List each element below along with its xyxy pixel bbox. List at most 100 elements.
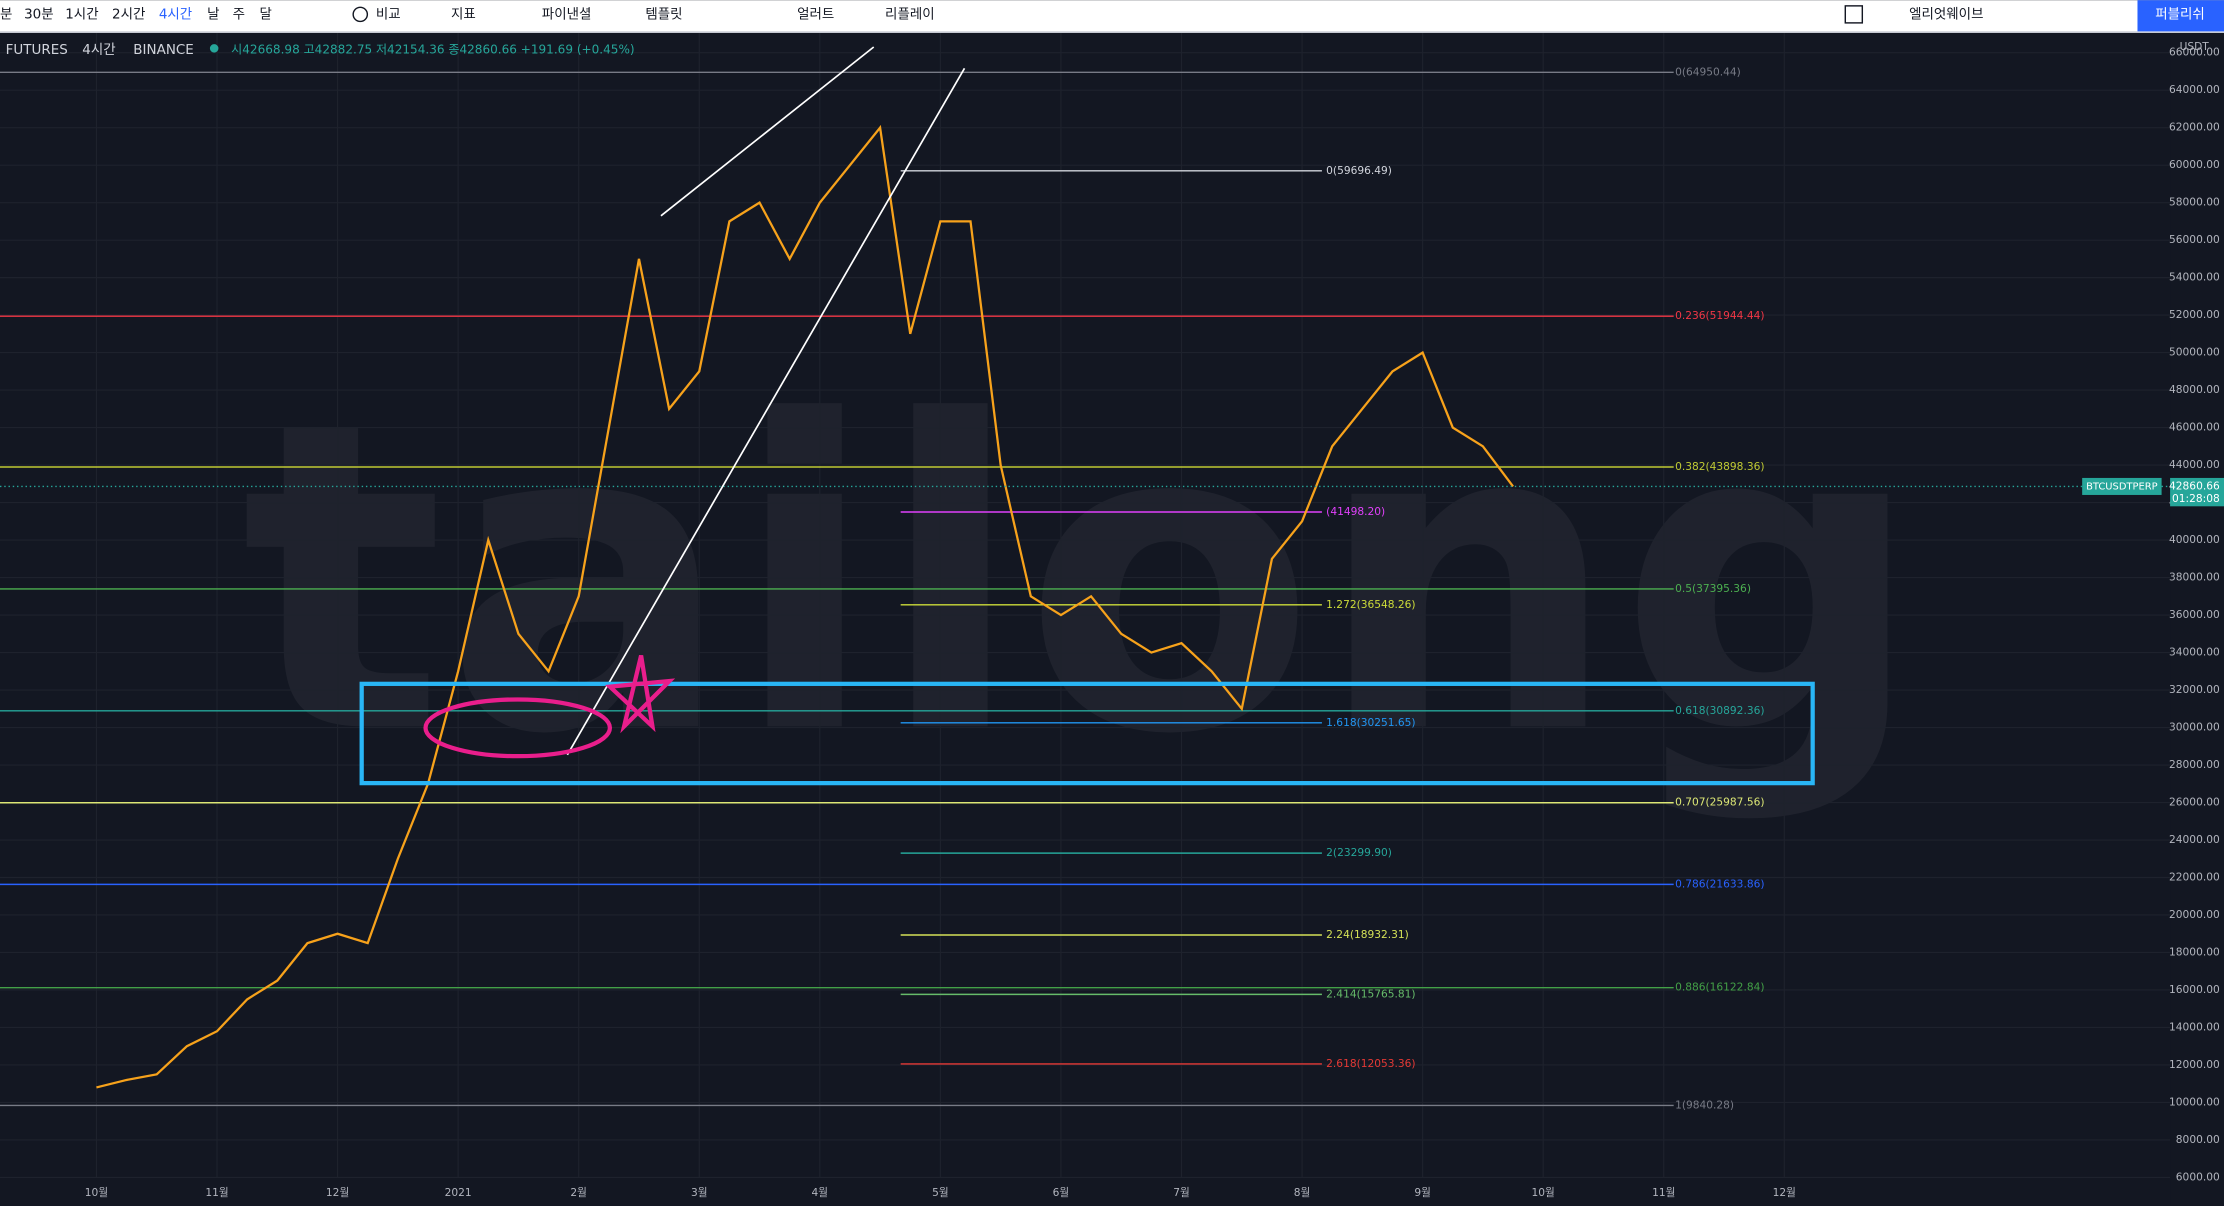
fib-label: 2.414(15765.81) [1326, 987, 1415, 1000]
legend-interval: 4시간 [82, 42, 115, 58]
x-tick-label: 2021 [445, 1186, 472, 1199]
layout-icon[interactable] [1844, 5, 1864, 24]
y-tick-label: 66000.00 [2169, 46, 2220, 59]
fib-label: 0.707(25987.56) [1675, 796, 1764, 809]
x-tick-label: 5월 [932, 1186, 949, 1199]
alert-button[interactable]: 얼러트 [797, 6, 834, 22]
y-tick-label: 52000.00 [2169, 308, 2220, 321]
fib-label: 0.236(51944.44) [1675, 309, 1764, 322]
indicators-button[interactable]: 지표 [451, 6, 476, 22]
replay-button[interactable]: 리플레이 [885, 6, 935, 22]
fib-label: 0.618(30892.36) [1675, 704, 1764, 717]
interval-button[interactable]: 달 [260, 6, 272, 22]
y-tick-label: 40000.00 [2169, 533, 2220, 546]
y-tick-label: 36000.00 [2169, 608, 2220, 621]
price-tag [2170, 477, 2224, 507]
fib-label: 1.272(36548.26) [1326, 598, 1415, 611]
y-tick-label: 58000.00 [2169, 196, 2220, 209]
legend-symbol: FUTURES [6, 42, 68, 58]
star-mark [604, 654, 676, 734]
countdown: 01:28:08 [2172, 492, 2220, 505]
axis-unit: USDT [2180, 40, 2210, 53]
y-tick-label: 8000.00 [2176, 1133, 2220, 1146]
y-tick-label: 30000.00 [2169, 721, 2220, 734]
interval-button[interactable]: 30분 [24, 6, 54, 22]
y-tick-label: 62000.00 [2169, 121, 2220, 134]
layout-button[interactable]: 엘리엇웨이브 [1909, 6, 1983, 22]
plot: tailong [0, 32, 2224, 1206]
interval-button[interactable]: 2시간 [112, 6, 145, 22]
market-status [209, 44, 219, 53]
symbol-tag-label: BTCUSDTPERP [2086, 481, 2158, 492]
y-tick-label: 24000.00 [2169, 833, 2220, 846]
interval-button[interactable]: 1시간 [65, 6, 98, 22]
interval-button[interactable]: 주 [233, 6, 245, 22]
y-tick-label: 60000.00 [2169, 158, 2220, 171]
fib-label: 1(9840.28) [1675, 1098, 1734, 1111]
y-tick-label: 12000.00 [2169, 1058, 2220, 1071]
templates-button[interactable]: 템플릿 [645, 6, 682, 22]
y-tick-label: 26000.00 [2169, 796, 2220, 809]
y-tick-label: 38000.00 [2169, 571, 2220, 584]
fib-label: 0.786(21633.86) [1675, 877, 1764, 890]
fib-label: (41498.20) [1326, 505, 1385, 518]
interval-button[interactable]: 4시간 [159, 6, 192, 22]
legend-exchange: BINANCE [133, 42, 194, 58]
y-tick-label: 54000.00 [2169, 271, 2220, 284]
financials-button[interactable]: 파이낸셜 [542, 6, 592, 22]
y-tick-label: 46000.00 [2169, 421, 2220, 434]
fib-label: 0.5(37395.36) [1675, 582, 1751, 595]
y-tick-label: 6000.00 [2176, 1170, 2220, 1183]
toolbar [0, 0, 2224, 32]
y-tick-label: 50000.00 [2169, 346, 2220, 359]
x-tick-label: 2월 [570, 1186, 587, 1199]
y-tick-label: 10000.00 [2169, 1095, 2220, 1108]
trend-line [566, 67, 966, 756]
x-tick-label: 7월 [1173, 1186, 1190, 1199]
x-tick-label: 6월 [1053, 1186, 1070, 1199]
interval-group: 분 30분 1시간 2시간 4시간 날 주 달 [0, 6, 272, 22]
x-tick-label: 8월 [1294, 1186, 1311, 1199]
fib-label: 0.382(43898.36) [1675, 460, 1764, 473]
y-tick-label: 32000.00 [2169, 683, 2220, 696]
compare-button[interactable]: 비교 [376, 6, 401, 22]
x-tick-label: 10월 [1532, 1186, 1555, 1199]
x-tick-label: 11월 [205, 1186, 228, 1199]
fib-label: 0.886(16122.84) [1675, 981, 1764, 994]
price-tag-label: 42860.66 [2169, 479, 2220, 492]
y-tick-label: 14000.00 [2169, 1020, 2220, 1033]
watermark: tailong [241, 332, 1923, 827]
fib-label: 0(59696.49) [1326, 164, 1392, 177]
y-tick-label: 16000.00 [2169, 983, 2220, 996]
publish-button[interactable]: 퍼블리쉬 [2155, 6, 2205, 22]
y-tick-label: 34000.00 [2169, 646, 2220, 659]
x-tick-label: 9월 [1414, 1186, 1431, 1199]
price-line [96, 124, 1514, 1089]
fib-label: 1.618(30251.65) [1326, 716, 1415, 729]
x-tick-label: 10월 [85, 1186, 108, 1199]
y-tick-label: 28000.00 [2169, 758, 2220, 771]
highlight-circle [423, 697, 613, 759]
x-tick-label: 4월 [812, 1186, 829, 1199]
symbol-tag [2082, 477, 2162, 495]
y-tick-label: 56000.00 [2169, 233, 2220, 246]
compare-icon [352, 6, 369, 23]
publish-background[interactable] [2137, 0, 2224, 32]
x-tick-label: 12월 [1773, 1186, 1796, 1199]
y-tick-label: 44000.00 [2169, 458, 2220, 471]
fib-label: 2.24(18932.31) [1326, 928, 1409, 941]
fib-label: 0(64950.44) [1675, 65, 1741, 78]
support-box [359, 681, 1815, 786]
y-tick-label: 48000.00 [2169, 383, 2220, 396]
fib-label: 2(23299.90) [1326, 846, 1392, 859]
y-tick-label: 20000.00 [2169, 908, 2220, 921]
y-tick-label: 18000.00 [2169, 945, 2220, 958]
y-tick-label: 22000.00 [2169, 871, 2220, 884]
interval-button[interactable]: 날 [207, 6, 219, 22]
trend-line [660, 46, 875, 217]
interval-button[interactable]: 분 [0, 6, 12, 22]
legend-ohlc: 시42668.98 고42882.75 저42154.36 종42860.66 … [231, 42, 634, 56]
price-axis [2170, 32, 2224, 1206]
y-tick-label: 64000.00 [2169, 83, 2220, 96]
